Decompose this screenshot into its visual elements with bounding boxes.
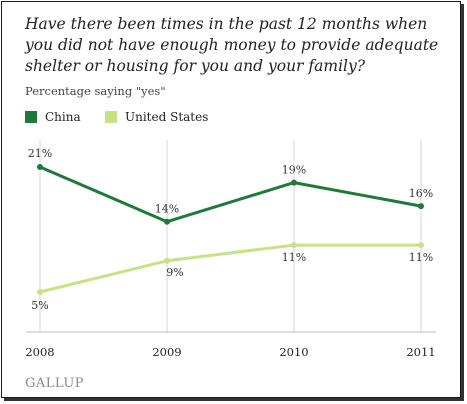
chart-title: Have there been times in the past 12 mon…	[25, 15, 439, 75]
data-point-china-2011	[418, 203, 424, 210]
chart-subtitle: Percentage saying "yes"	[25, 84, 166, 98]
data-label-united-states-2011: 11%	[409, 251, 433, 264]
series-line-united-states	[39, 243, 421, 294]
x-tick-label-2008: 2008	[25, 345, 54, 359]
data-point-united-states-2008	[37, 289, 43, 295]
data-label-united-states-2010: 11%	[282, 251, 306, 264]
legend-swatch-united-states	[105, 111, 117, 123]
data-point-china-2008	[37, 164, 43, 170]
legend-label-united-states: United States	[125, 110, 209, 124]
series-line-china	[39, 165, 422, 224]
x-tick-label-2011: 2011	[406, 345, 435, 359]
data-label-china-2010: 19%	[282, 164, 306, 177]
legend-item-china: China	[25, 110, 81, 124]
data-label-china-2011: 16%	[409, 187, 433, 200]
data-point-united-states-2009	[164, 257, 170, 264]
x-tick-label-2010: 2010	[279, 345, 308, 359]
x-tick-label-2009: 2009	[152, 345, 181, 359]
data-point-united-states-2010	[291, 242, 297, 249]
legend-item-united-states: United States	[105, 110, 208, 124]
data-point-united-states-2011	[418, 242, 424, 249]
gallup-logo: GALLUP	[25, 376, 85, 391]
data-label-united-states-2008: 5%	[31, 299, 48, 312]
data-label-united-states-2009: 9%	[166, 266, 183, 279]
data-point-china-2009	[164, 218, 170, 225]
data-label-china-2008: 21%	[28, 147, 52, 160]
legend-swatch-china	[25, 111, 37, 123]
data-label-china-2009: 14%	[155, 203, 179, 216]
legend-label-china: China	[45, 110, 81, 124]
data-point-china-2010	[291, 179, 297, 186]
